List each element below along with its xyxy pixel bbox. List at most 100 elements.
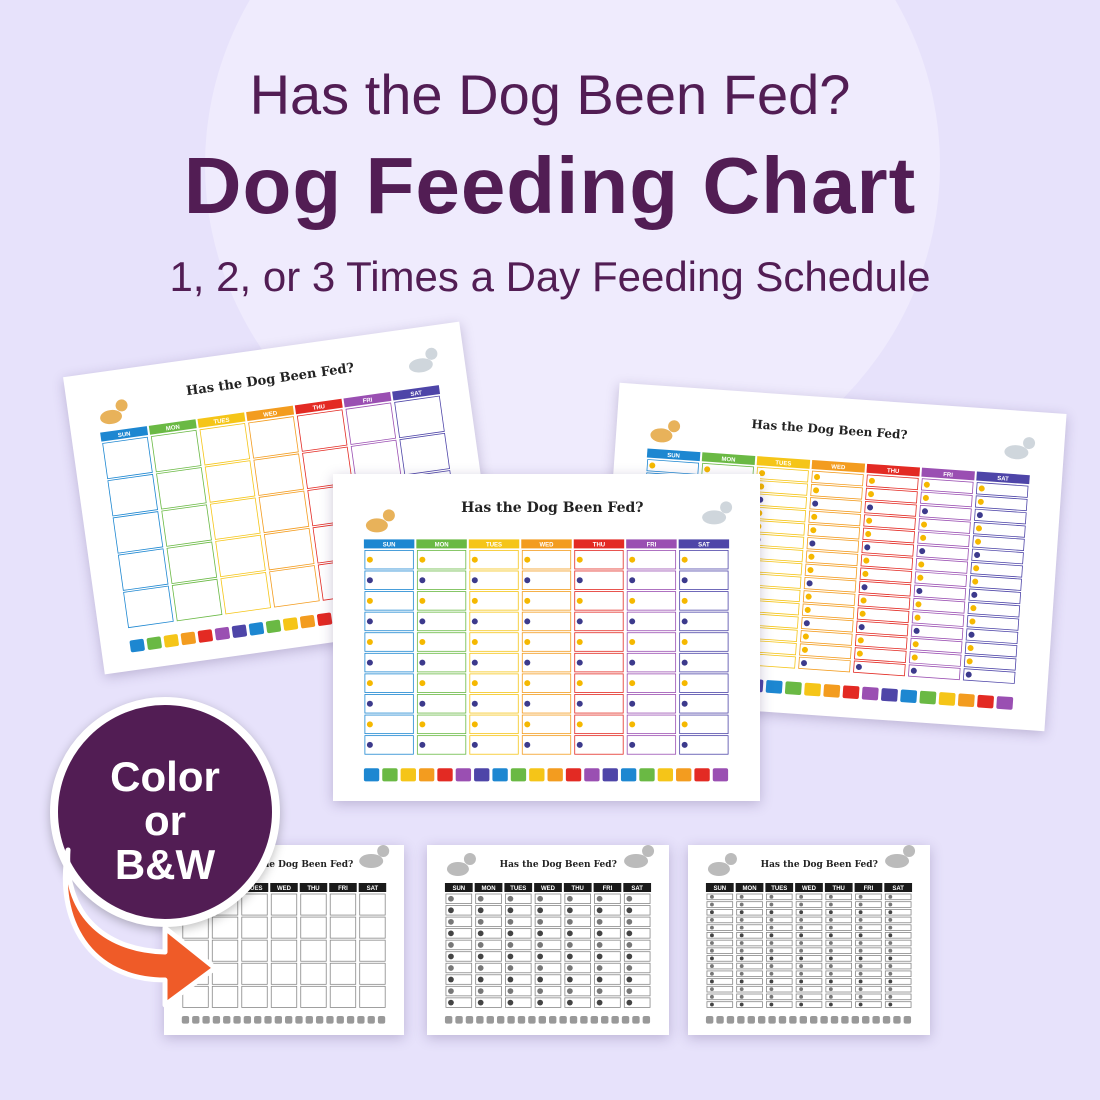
bw-sheet-three-daily: Has the Dog Been Fed? SUN MON TUES WED THU FRI… — [688, 845, 930, 1035]
sun-icon — [804, 606, 811, 613]
feeding-cell — [864, 501, 917, 517]
bowl-icon — [264, 1016, 272, 1024]
feeding-cell — [594, 905, 621, 916]
dog-head-icon — [668, 420, 681, 433]
dog-icon — [446, 862, 469, 876]
feeding-cell — [215, 534, 266, 578]
feeding-cell — [679, 652, 729, 673]
dog-head-icon — [1023, 437, 1036, 450]
sun-icon — [857, 637, 864, 644]
feeding-cell — [594, 939, 621, 951]
day-header-thu — [573, 539, 625, 549]
moon-icon — [596, 976, 603, 983]
day-header-wed — [270, 883, 298, 892]
moon-icon — [366, 659, 373, 666]
feeding-cell — [861, 540, 915, 557]
moon-icon — [769, 956, 774, 961]
sun-icon — [739, 971, 744, 976]
feeding-cell — [909, 637, 963, 654]
feeding-cell — [801, 603, 855, 620]
day-header-tues — [197, 412, 246, 428]
day-label: TUES — [775, 460, 791, 467]
sun-icon — [629, 680, 636, 687]
sun-icon — [859, 610, 866, 617]
feeding-cell — [795, 962, 823, 970]
moon-icon — [710, 956, 714, 961]
sun-icon — [704, 466, 711, 473]
feeding-cell — [475, 928, 502, 939]
feeding-cell — [623, 905, 651, 916]
feeding-cell — [825, 978, 852, 985]
sun-icon — [828, 894, 833, 899]
bowl-icon — [559, 1016, 567, 1024]
bowl-icon — [882, 1016, 891, 1024]
feeding-cell — [863, 514, 916, 531]
sun-icon — [566, 965, 573, 971]
moon-icon — [739, 910, 744, 915]
feeding-cell — [706, 1001, 734, 1008]
dog-head-icon — [425, 347, 438, 360]
sun-icon — [710, 948, 714, 953]
feeding-cell — [199, 423, 251, 466]
feeding-cell — [505, 951, 532, 962]
sun-icon — [799, 941, 804, 945]
feeding-cell — [736, 893, 763, 901]
feeding-cell — [445, 939, 473, 951]
sun-icon — [507, 942, 514, 948]
moon-icon — [626, 999, 633, 1006]
feeding-cell — [736, 970, 763, 978]
feeding-cell — [416, 591, 467, 611]
bowl-icon — [549, 1016, 557, 1024]
bowl-icon — [357, 1016, 365, 1024]
feeding-cell — [795, 916, 823, 924]
moon-icon — [537, 907, 544, 914]
bowl-icon — [180, 631, 196, 646]
feeding-cell — [855, 620, 909, 637]
feeding-cell — [706, 985, 734, 993]
feeding-cell — [300, 893, 327, 916]
bowl-icon — [528, 1016, 536, 1024]
sun-icon — [858, 964, 863, 969]
bowl-icon — [565, 768, 582, 782]
feeding-cell — [766, 993, 793, 1001]
sun-icon — [566, 988, 573, 994]
feeding-cell — [825, 955, 852, 962]
feeding-cell — [825, 970, 852, 978]
feeding-cell — [534, 997, 562, 1008]
sun-icon — [888, 964, 893, 969]
sun-icon — [769, 971, 774, 976]
curved-arrow-icon — [62, 847, 218, 1008]
sun-icon — [867, 491, 874, 498]
bowl-icon — [197, 629, 213, 643]
bowl-icon — [346, 1016, 355, 1024]
day-label: WED — [831, 464, 846, 471]
sun-icon — [888, 894, 893, 899]
feeding-cell — [416, 632, 467, 652]
bowl-icon — [305, 1016, 313, 1024]
feeding-cell — [884, 908, 912, 916]
sun-icon — [923, 481, 930, 488]
dog-icon — [702, 510, 727, 525]
feeding-cell — [808, 510, 861, 527]
bowl-icon — [507, 1016, 515, 1024]
sun-icon — [596, 942, 603, 948]
feeding-cell — [854, 633, 908, 650]
sun-icon — [524, 597, 531, 604]
moon-icon — [799, 910, 804, 915]
day-label: SAT — [997, 476, 1009, 483]
dog-head-icon — [377, 845, 390, 857]
moon-icon — [507, 907, 514, 914]
feeding-cell — [469, 652, 519, 673]
bowl-icon — [694, 768, 710, 782]
feeding-cell — [795, 939, 823, 947]
feeding-cell — [919, 504, 972, 521]
moon-icon — [855, 663, 862, 670]
moon-icon — [366, 618, 373, 625]
moon-icon — [471, 700, 478, 707]
sun-icon — [524, 556, 531, 563]
sun-icon — [366, 597, 373, 604]
sun-icon — [710, 941, 714, 945]
moon-icon — [629, 577, 636, 584]
moon-icon — [448, 953, 454, 960]
feeding-cell — [811, 470, 864, 487]
